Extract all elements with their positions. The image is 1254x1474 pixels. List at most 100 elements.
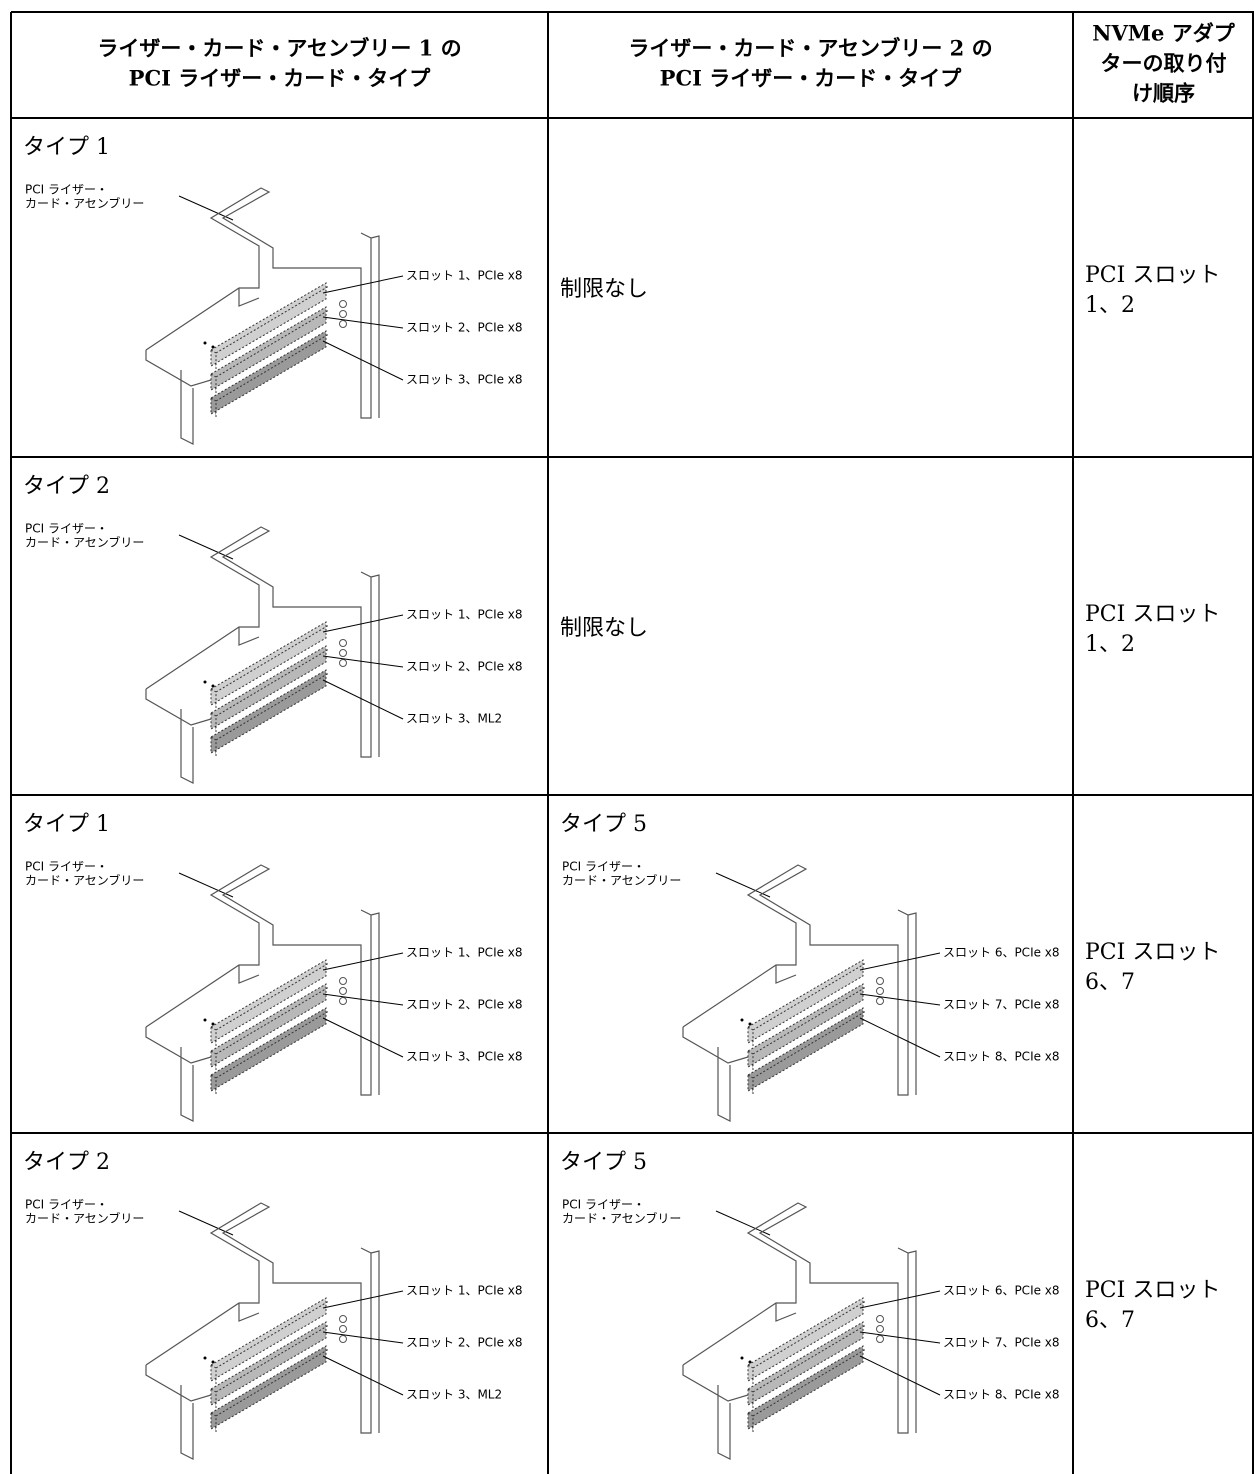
bracket xyxy=(682,864,917,1122)
connector xyxy=(876,997,884,1005)
callout-label: カード・アセンブリー xyxy=(25,873,144,888)
header-text: け順序 xyxy=(1132,81,1195,106)
slot-leader xyxy=(859,1331,941,1344)
slot-leader xyxy=(322,993,404,1006)
slot-label: スロット 1、PCIe x8 xyxy=(406,946,523,960)
callout-label: PCI ライザー・ xyxy=(25,522,108,536)
slot xyxy=(210,1321,330,1408)
connector xyxy=(876,1335,884,1343)
header-text: NVMe アダプ xyxy=(1092,21,1235,46)
callout-label: PCI ライザー・ xyxy=(562,860,645,874)
slot-leader xyxy=(322,614,404,633)
slot-label: スロット 7、PCIe x8 xyxy=(943,1336,1060,1350)
bracket xyxy=(145,1202,380,1460)
connector xyxy=(876,1315,884,1323)
slot-leader xyxy=(322,340,404,381)
cell-text: 1、2 xyxy=(1085,632,1135,657)
callout-label: カード・アセンブリー xyxy=(562,873,681,888)
header-text: ライザー・カード・アセンブリー 1 の xyxy=(97,36,461,61)
slot xyxy=(210,959,330,1046)
header-text: ターの取り付 xyxy=(1101,51,1227,76)
connector xyxy=(339,320,347,328)
slot-label: スロット 1、PCIe x8 xyxy=(406,1284,523,1298)
slot-label: スロット 2、PCIe x8 xyxy=(406,998,523,1012)
connector xyxy=(339,1335,347,1343)
slot-label: スロット 2、PCIe x8 xyxy=(406,660,523,674)
bracket xyxy=(145,526,380,784)
slot-leader xyxy=(322,1355,404,1396)
slot-label: スロット 1、PCIe x8 xyxy=(406,608,523,622)
slot-leader xyxy=(322,679,404,720)
led xyxy=(748,1022,752,1026)
bracket xyxy=(145,864,380,1122)
slot-leader xyxy=(859,993,941,1006)
slot xyxy=(210,306,330,393)
slot-leader xyxy=(859,952,941,971)
cell-text: PCI スロット xyxy=(1085,1278,1220,1303)
connector xyxy=(339,649,347,657)
led xyxy=(203,680,207,684)
type-label: タイプ 2 xyxy=(23,474,110,499)
callout-leader xyxy=(178,195,234,221)
type-label: タイプ 5 xyxy=(560,1150,647,1175)
connector xyxy=(339,977,347,985)
callout-label: カード・アセンブリー xyxy=(25,196,144,211)
slot-leader xyxy=(859,1290,941,1309)
connector xyxy=(339,300,347,308)
slot-leader xyxy=(859,1017,941,1058)
slot xyxy=(747,959,867,1046)
connector xyxy=(876,987,884,995)
cell-text: PCI スロット xyxy=(1085,263,1220,288)
type-label: タイプ 5 xyxy=(560,812,647,837)
slot-label: スロット 8、PCIe x8 xyxy=(943,1050,1060,1064)
callout-leader xyxy=(178,872,234,898)
cell-text: 1、2 xyxy=(1085,293,1135,318)
type-label: タイプ 1 xyxy=(23,135,110,160)
connector xyxy=(339,310,347,318)
connector xyxy=(339,1315,347,1323)
led xyxy=(211,1022,215,1026)
slot-label: スロット 1、PCIe x8 xyxy=(406,269,523,283)
slot xyxy=(210,1007,330,1094)
bracket xyxy=(145,187,380,445)
connector xyxy=(876,1325,884,1333)
bracket xyxy=(682,1202,917,1460)
led xyxy=(748,1360,752,1364)
cell-text: 6、7 xyxy=(1085,970,1135,995)
slot-leader xyxy=(859,1355,941,1396)
slot xyxy=(210,621,330,708)
slot xyxy=(747,983,867,1070)
slot xyxy=(210,1297,330,1384)
slot-leader xyxy=(322,275,404,294)
callout-label: PCI ライザー・ xyxy=(25,860,108,874)
slot-label: スロット 6、PCIe x8 xyxy=(943,946,1060,960)
slot xyxy=(210,645,330,732)
callout-label: PCI ライザー・ xyxy=(25,183,108,197)
connector xyxy=(339,997,347,1005)
slot xyxy=(747,1345,867,1432)
led xyxy=(740,1018,744,1022)
slot xyxy=(210,669,330,756)
slot-label: スロット 6、PCIe x8 xyxy=(943,1284,1060,1298)
connector xyxy=(339,987,347,995)
connector xyxy=(339,639,347,647)
header-text: PCI ライザー・カード・タイプ xyxy=(129,66,432,91)
slot-label: スロット 7、PCIe x8 xyxy=(943,998,1060,1012)
slot-label: スロット 2、PCIe x8 xyxy=(406,321,523,335)
callout-leader xyxy=(178,534,234,560)
slot-label: スロット 2、PCIe x8 xyxy=(406,1336,523,1350)
slot-leader xyxy=(322,655,404,668)
header-text: ライザー・カード・アセンブリー 2 の xyxy=(628,36,992,61)
slot-label: スロット 3、ML2 xyxy=(406,1388,502,1402)
connector xyxy=(339,1325,347,1333)
slot-label: スロット 8、PCIe x8 xyxy=(943,1388,1060,1402)
led xyxy=(203,1356,207,1360)
slot-leader xyxy=(322,1331,404,1344)
slot xyxy=(210,282,330,369)
led xyxy=(203,341,207,345)
slot-leader xyxy=(322,952,404,971)
callout-leader xyxy=(715,1210,771,1236)
